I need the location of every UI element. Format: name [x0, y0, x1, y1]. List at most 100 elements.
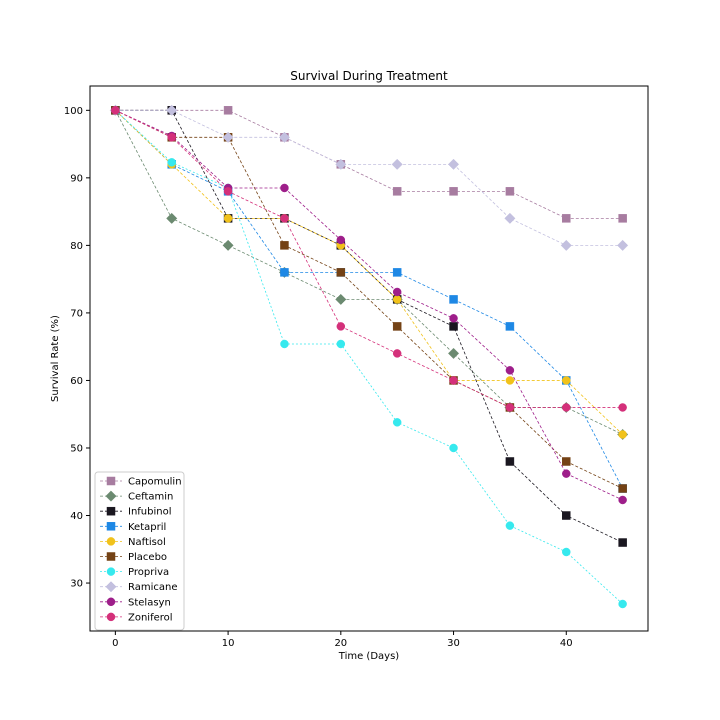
data-point-stelasyn — [505, 366, 515, 375]
legend-entry-capomulin: Capomulin — [100, 477, 182, 488]
data-point-ceftamin — [166, 212, 178, 224]
data-point-propriva — [280, 339, 289, 349]
data-point-propriva — [505, 521, 515, 530]
data-point-infubinol — [562, 511, 571, 520]
legend-entry-zoniferol: Zoniferol — [100, 612, 173, 623]
legend-entry-placebo: Placebo — [100, 552, 167, 563]
legend-marker — [106, 597, 116, 607]
data-point-ketapril — [505, 322, 515, 331]
y-axis-label: Survival Rate (%) — [50, 315, 61, 402]
data-point-capomulin — [505, 187, 515, 196]
legend-marker — [106, 537, 116, 546]
y-tick-label: 50 — [70, 443, 83, 454]
legend-marker — [106, 567, 116, 576]
y-tick-label: 70 — [70, 308, 83, 319]
legend-entry-ceftamin: Ceftamin — [100, 490, 173, 503]
data-point-propriva — [167, 158, 176, 167]
data-point-propriva — [618, 599, 627, 609]
x-tick-label: 30 — [447, 638, 460, 649]
legend-label: Ramicane — [128, 582, 178, 593]
data-point-zoniferol — [618, 403, 627, 412]
data-point-ramicane — [335, 158, 347, 170]
data-point-placebo — [336, 268, 346, 277]
data-point-ketapril — [449, 295, 458, 304]
data-point-ramicane — [504, 212, 516, 224]
data-point-zoniferol — [449, 376, 458, 385]
data-point-zoniferol — [167, 133, 176, 142]
data-point-zoniferol — [336, 322, 346, 331]
legend-entry-naftisol: Naftisol — [100, 537, 166, 548]
data-point-ketapril — [392, 268, 402, 277]
data-point-ramicane — [222, 131, 234, 143]
data-point-ramicane — [447, 158, 460, 170]
legend-label: Infubinol — [128, 507, 172, 518]
x-tick-label: 40 — [560, 638, 573, 649]
legend-marker — [105, 581, 117, 593]
data-point-ketapril — [280, 268, 289, 277]
data-point-stelasyn — [449, 314, 458, 323]
data-point-naftisol — [618, 430, 627, 439]
series-line-placebo — [115, 109, 623, 489]
legend-label: Naftisol — [128, 537, 166, 548]
y-tick-label: 100 — [64, 106, 83, 117]
legend-label: Ceftamin — [128, 492, 173, 503]
data-point-ceftamin — [447, 347, 460, 359]
data-point-zoniferol — [223, 187, 233, 196]
legend-entry-infubinol: Infubinol — [100, 507, 172, 518]
data-point-stelasyn — [618, 495, 627, 505]
data-point-naftisol — [392, 295, 402, 304]
series-zoniferol — [111, 106, 627, 412]
series-line-naftisol — [115, 110, 623, 435]
data-point-placebo — [392, 322, 402, 331]
data-point-stelasyn — [562, 469, 571, 478]
data-point-infubinol — [449, 322, 458, 331]
data-point-ramicane — [278, 131, 291, 143]
data-point-ceftamin — [335, 293, 347, 305]
series-ramicane — [109, 104, 629, 251]
axes: 0 10 20 30 40 30 40 50 60 70 80 90 100 — [64, 106, 573, 649]
legend-marker — [105, 490, 117, 502]
data-point-capomulin — [392, 187, 402, 196]
series-line-zoniferol — [115, 109, 623, 408]
legend-label: Stelasyn — [128, 597, 171, 608]
legend-label: Zoniferol — [128, 612, 173, 623]
legend-label: Ketapril — [128, 522, 166, 533]
data-point-naftisol — [562, 376, 571, 385]
legend-entry-ketapril: Ketapril — [100, 522, 166, 533]
y-tick-label: 60 — [70, 376, 83, 387]
data-point-infubinol — [505, 457, 515, 466]
legend-label: Placebo — [128, 552, 167, 563]
data-point-ramicane — [391, 158, 403, 170]
data-point-propriva — [449, 443, 458, 453]
legend-entry-ramicane: Ramicane — [100, 581, 178, 593]
legend-marker — [106, 522, 116, 531]
data-point-zoniferol — [392, 349, 402, 358]
data-point-stelasyn — [392, 287, 402, 297]
legend-entry-stelasyn: Stelasyn — [100, 597, 171, 608]
plot-area — [109, 104, 629, 609]
data-point-propriva — [392, 418, 402, 427]
data-point-propriva — [562, 547, 571, 557]
data-point-naftisol — [223, 214, 233, 223]
data-point-infubinol — [618, 538, 627, 547]
legend-label: Capomulin — [128, 477, 182, 488]
chart-title: Survival During Treatment — [290, 69, 448, 83]
data-point-propriva — [336, 339, 346, 349]
data-point-capomulin — [562, 214, 571, 223]
data-point-capomulin — [618, 214, 627, 223]
x-axis-label: Time (Days) — [338, 651, 400, 662]
legend-label: Propriva — [128, 567, 169, 578]
plot-frame — [89, 85, 649, 632]
data-point-zoniferol — [562, 403, 571, 412]
y-tick-label: 90 — [70, 173, 83, 184]
series-line-stelasyn — [115, 109, 623, 501]
legend-marker — [106, 552, 116, 561]
data-point-placebo — [280, 241, 289, 250]
data-point-capomulin — [223, 106, 233, 115]
legend-marker — [106, 506, 116, 516]
x-tick-label: 0 — [112, 638, 118, 649]
data-point-zoniferol — [111, 106, 120, 115]
x-tick-label: 20 — [334, 638, 347, 649]
data-point-ceftamin — [222, 239, 234, 251]
